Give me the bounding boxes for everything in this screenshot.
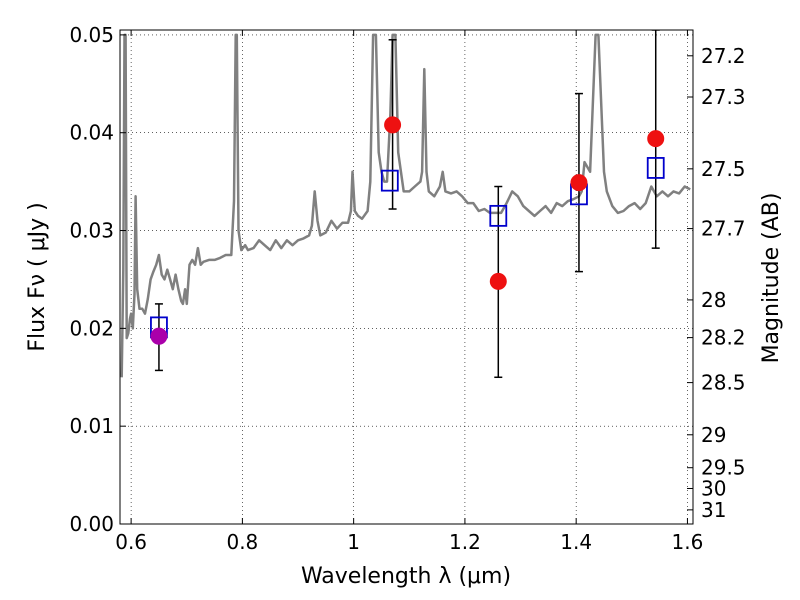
right-tick-label: 27.7 [701,217,746,241]
x-tick-label: 0.6 [115,530,147,554]
x-tick-label: 1.4 [560,530,592,554]
spectrum-line [120,33,691,378]
right-tick-label: 29.5 [701,456,746,480]
y-tick-label: 0.03 [69,219,114,243]
observed-flux-point [489,272,507,290]
model-flux-square [646,157,665,179]
x-tick-label: 1 [347,530,360,554]
y-tick-label: 0.02 [69,316,114,340]
plot-area [120,30,691,379]
observed-flux-point [570,174,588,192]
right-tick-label: 31 [701,498,726,522]
y-axis-label: Flux Fν ( μJy ) [25,202,50,351]
right-tick-label: 27.3 [701,85,746,109]
right-tick-label: 28.2 [701,326,746,350]
y-tick-label: 0.01 [69,414,114,438]
right-tick-label: 30 [701,476,726,500]
x-axis-label: Wavelength λ (μm) [301,564,511,589]
y-tick-label: 0.05 [69,23,114,47]
right-tick-label: 27.5 [701,157,746,181]
x-tick-label: 1.6 [672,530,704,554]
right-axis-label: Magnitude (AB) [759,193,784,364]
right-tick-label: 28 [701,288,726,312]
right-tick-label: 29 [701,423,726,447]
model-flux-square [380,169,399,192]
right-tick-label: 28.5 [701,371,746,395]
x-tick-label: 0.8 [226,530,258,554]
y-tick-label: 0.00 [69,512,114,536]
plot-background [120,30,693,524]
plot-frame [119,29,694,525]
x-tick-label: 1.2 [449,530,481,554]
observed-flux-point [647,130,665,148]
observed-flux-point [150,327,168,345]
axes: 0.6 0.8 1 1.2 1.4 1.6 0.00 0.01 0.02 0.03 0.04 0.05… [69,23,745,554]
right-tick-label: 27.2 [701,44,746,68]
model-flux-square [489,204,508,227]
y-tick-label: 0.04 [69,121,114,145]
observed-flux-point [384,116,402,134]
